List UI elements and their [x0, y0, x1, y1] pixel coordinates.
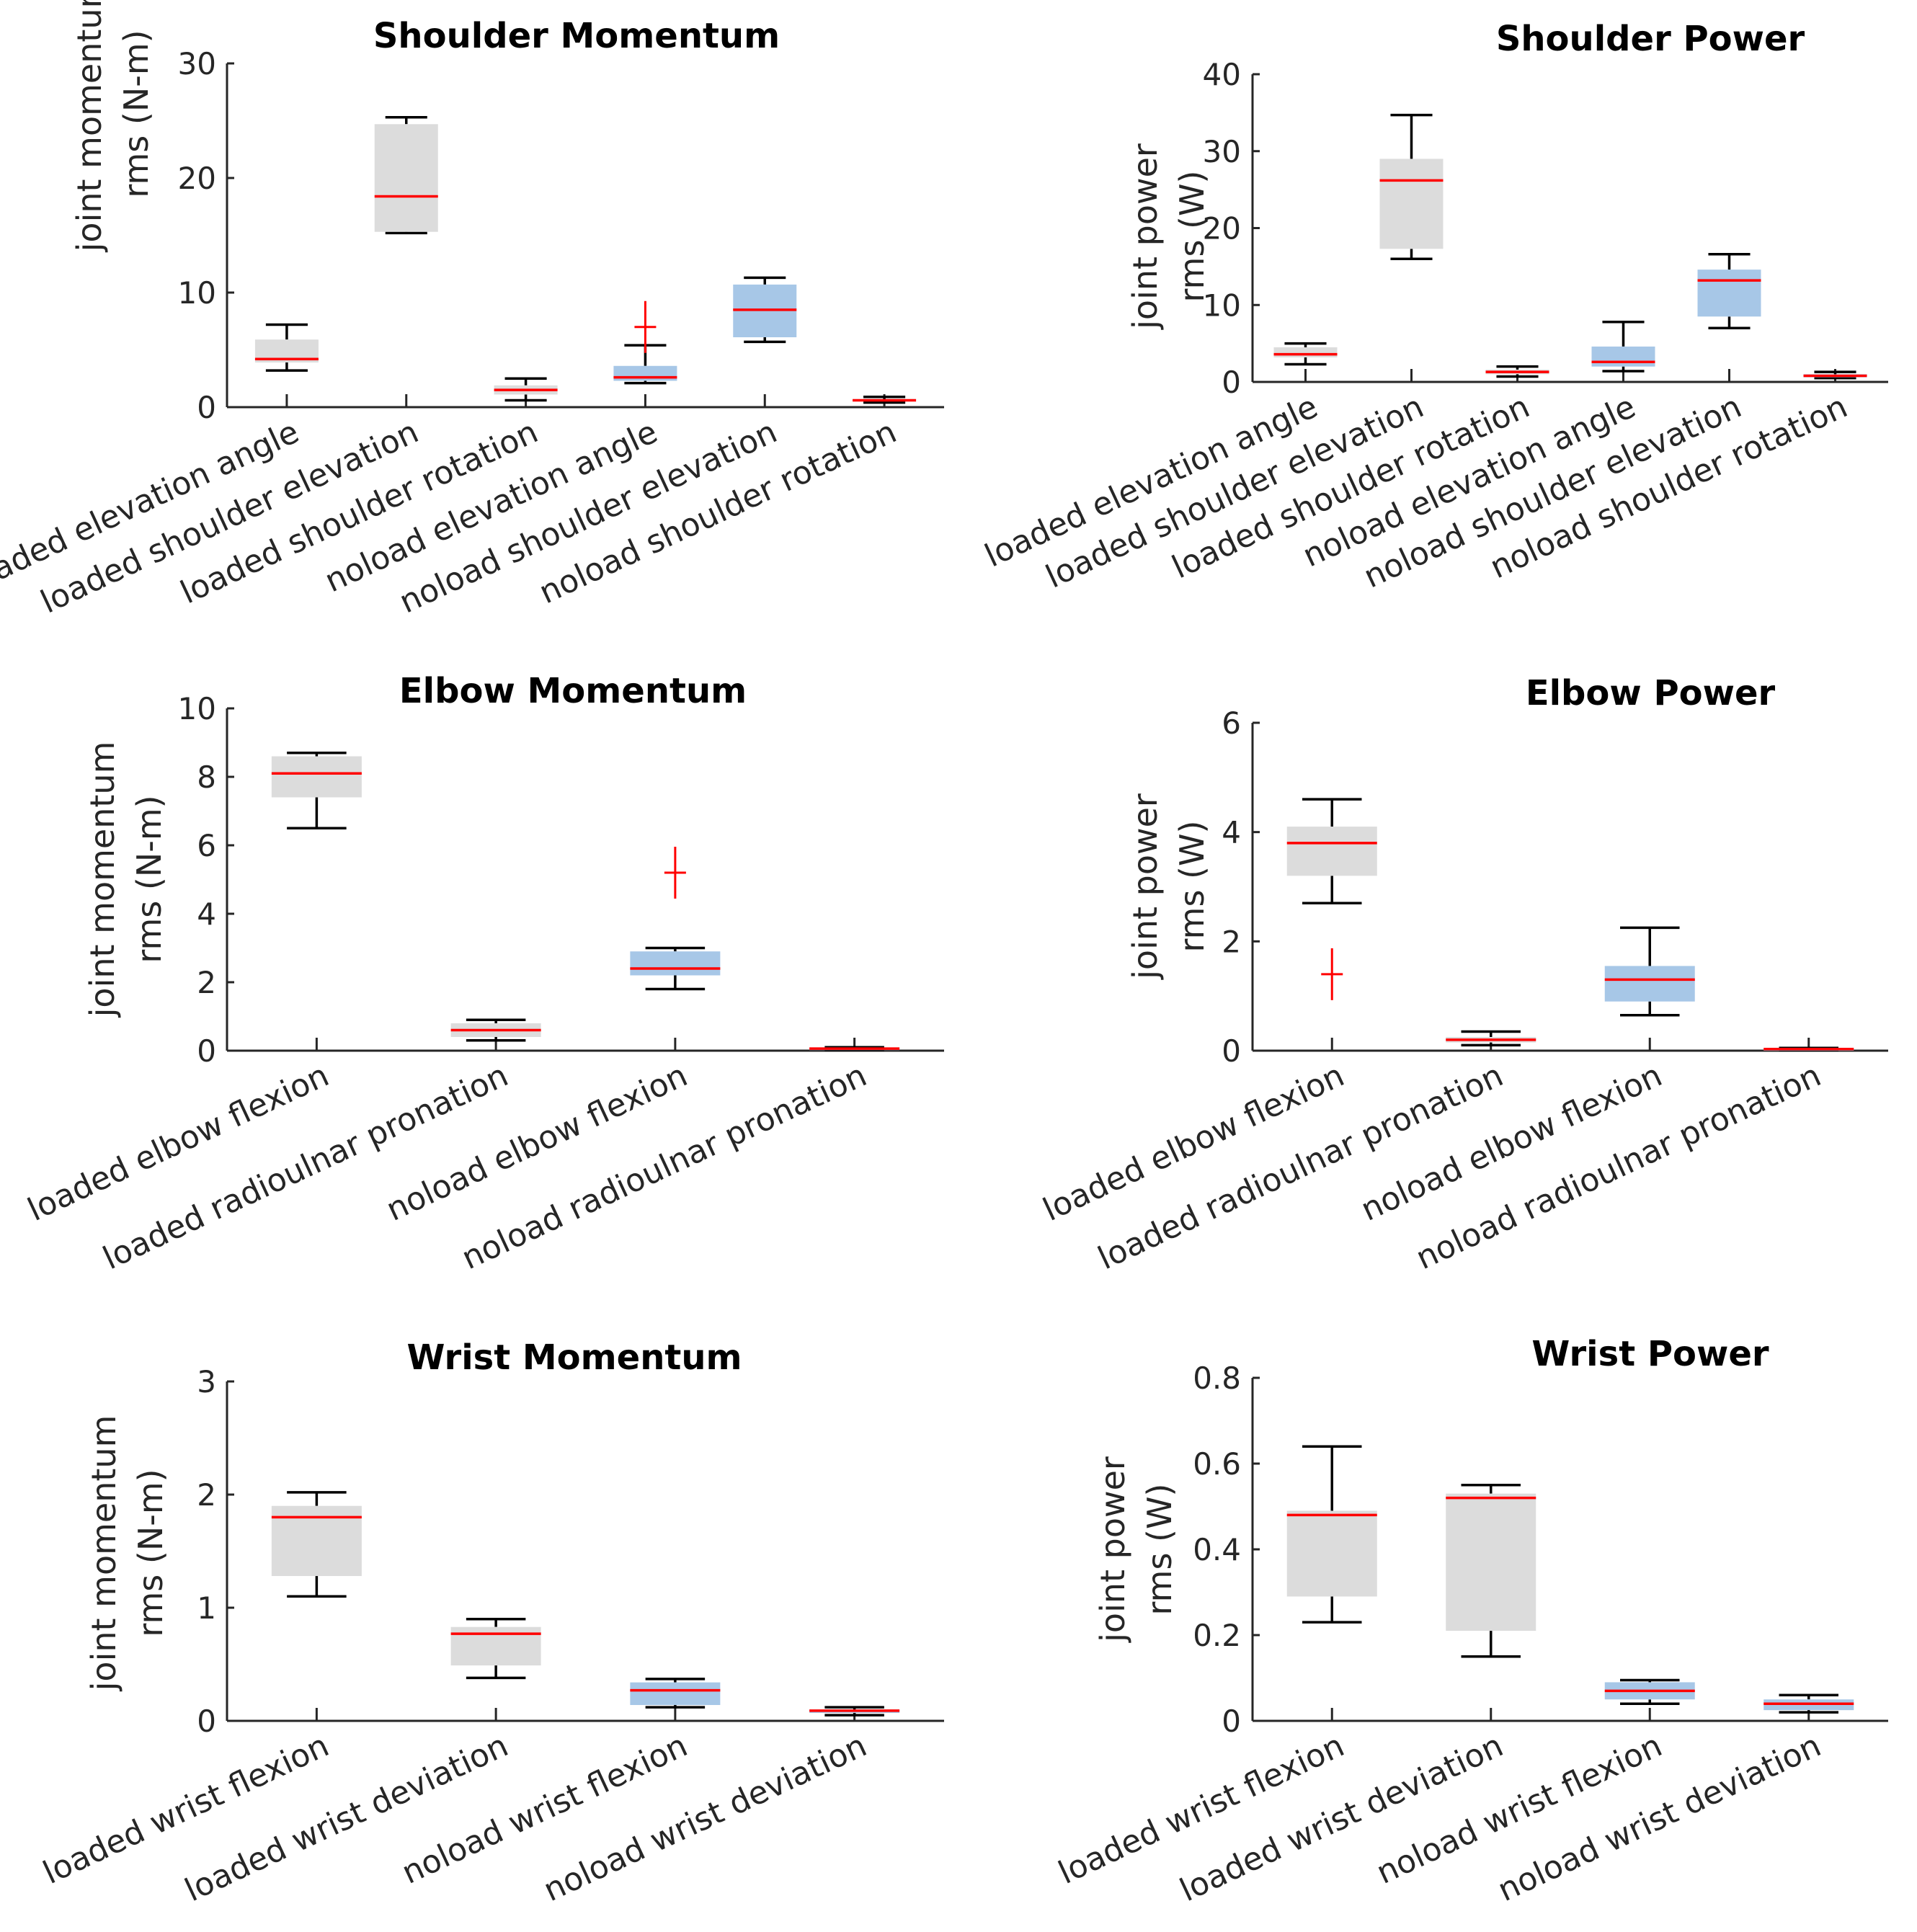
y-axis-label: rms (N-m): [117, 30, 156, 197]
outlier-marker: [634, 301, 657, 353]
box-iqr: [1379, 159, 1444, 249]
y-tick-label: 10: [178, 691, 216, 726]
y-tick-label: 30: [1203, 134, 1241, 169]
category-label: loaded wrist flexion: [37, 1727, 334, 1892]
y-tick-label: 30: [178, 46, 216, 81]
y-tick-label: 2: [1222, 924, 1241, 959]
box-iqr: [1604, 966, 1695, 1002]
y-axis-label: rms (N-m): [130, 795, 169, 963]
y-tick-label: 10: [178, 275, 216, 311]
box-iqr: [1446, 1493, 1536, 1631]
panel-shoulder-momentum: Shoulder Momentum 0 10 20 30 joint momentum r…: [0, 0, 944, 621]
y-tick-label: 3: [197, 1364, 216, 1399]
y-tick-label: 0.6: [1193, 1446, 1241, 1482]
y-axis-label: joint power: [1093, 1456, 1132, 1643]
box-iqr: [630, 951, 721, 976]
y-tick-label: 20: [1203, 211, 1241, 246]
y-tick-label: 0.4: [1193, 1532, 1241, 1567]
panel-shoulder-power: Shoulder Power 0 10 20 30 40 joint power rms (…: [979, 19, 1888, 596]
y-axis-label: rms (N-m): [131, 1469, 170, 1637]
y-tick-label: 0: [197, 390, 216, 425]
box-iqr: [1286, 1510, 1377, 1597]
box-iqr: [630, 1682, 721, 1706]
box-iqr: [1286, 827, 1377, 876]
box-iqr: [271, 756, 362, 798]
y-axis-label: rms (W): [1140, 1484, 1179, 1616]
y-axis-label: joint momentum: [83, 742, 122, 1018]
y-axis-label: joint momentum: [84, 1415, 123, 1692]
panel-title: Elbow Momentum: [399, 671, 747, 711]
y-tick-label: 4: [1222, 815, 1241, 850]
outlier-marker: [1321, 948, 1343, 1000]
panel-title: Shoulder Power: [1496, 19, 1805, 59]
y-axis-label: rms (W): [1173, 821, 1211, 953]
y-tick-label: 0: [1222, 365, 1241, 400]
box-iqr: [1273, 347, 1338, 357]
y-tick-label: 10: [1203, 288, 1241, 323]
y-tick-label: 40: [1203, 57, 1241, 92]
panel-elbow-momentum: Elbow Momentum 0 2 4 6 8 10 joint momentum rms …: [22, 671, 944, 1277]
y-tick-label: 8: [197, 760, 216, 795]
y-tick-label: 6: [1222, 705, 1241, 741]
category-label: loaded elbow flexion: [22, 1057, 334, 1229]
y-tick-label: 2: [197, 1477, 216, 1513]
category-label: noload elbow flexion: [381, 1057, 693, 1229]
panel-wrist-power: Wrist Power 0 0.2 0.4 0.6 0.8 joint power rms …: [1053, 1334, 1888, 1909]
category-label: noload wrist deviation: [538, 1727, 873, 1909]
panel-title: Elbow Power: [1526, 673, 1776, 713]
y-axis-label: joint momentum: [70, 0, 109, 252]
panel-title: Shoulder Momentum: [373, 16, 780, 56]
y-tick-label: 4: [197, 896, 216, 932]
y-tick-label: 0.8: [1193, 1361, 1241, 1396]
category-label: loaded wrist deviation: [179, 1727, 514, 1909]
y-tick-label: 20: [178, 161, 216, 196]
y-tick-label: 0.2: [1193, 1618, 1241, 1653]
y-tick-label: 6: [197, 828, 216, 863]
category-label: noload wrist flexion: [396, 1727, 693, 1892]
y-axis-label: rms (W): [1173, 171, 1211, 303]
y-axis-label: joint power: [1126, 143, 1165, 330]
y-tick-label: 0: [1222, 1704, 1241, 1739]
y-tick-label: 0: [197, 1704, 216, 1739]
box-iqr: [374, 124, 438, 232]
panel-title: Wrist Momentum: [406, 1337, 742, 1378]
y-tick-label: 2: [197, 965, 216, 1000]
y-tick-label: 0: [1222, 1033, 1241, 1069]
y-tick-label: 1: [197, 1590, 216, 1626]
box-iqr: [1591, 346, 1655, 367]
box-iqr: [1697, 270, 1761, 317]
panel-wrist-momentum: Wrist Momentum 0 1 2 3 joint momentum rms (N-…: [37, 1337, 944, 1909]
y-tick-label: 0: [197, 1033, 216, 1069]
outlier-marker: [664, 847, 686, 899]
y-axis-label: joint power: [1126, 793, 1165, 980]
panel-title: Wrist Power: [1531, 1334, 1769, 1374]
